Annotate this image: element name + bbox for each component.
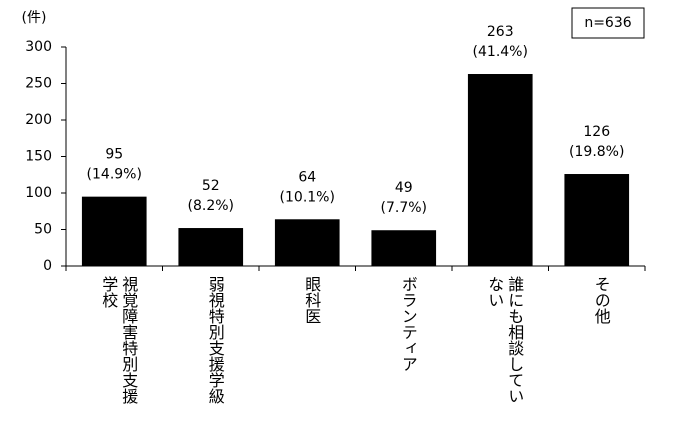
value-label: 95 [105,147,123,163]
percent-label: (14.9%) [87,167,142,183]
x-tick-label: 弱視特別支援学級 [205,276,225,404]
value-label: 64 [298,169,316,185]
percent-label: (8.2%) [188,198,235,214]
bar [371,230,437,266]
y-tick-label: 300 [25,39,52,55]
y-tick-label: 250 [25,76,52,92]
value-label: 263 [487,24,514,40]
y-axis-label: (件) [22,10,47,26]
value-label: 49 [395,180,413,196]
x-tick-label: ボランティア [398,276,418,372]
y-tick-label: 100 [25,185,52,201]
y-tick-label: 0 [43,258,52,274]
bar [274,219,340,266]
x-tick-label: 誰にも相談していない [485,276,525,404]
y-tick-label: 150 [25,149,52,165]
x-tick-label: 眼科医 [302,276,322,324]
x-tick-label: その他 [591,276,611,324]
value-label: 126 [583,124,610,140]
bar [178,228,244,266]
x-tick-label: 視覚障害特別支援学校 [99,276,139,404]
bar [467,74,533,266]
y-tick-label: 200 [25,112,52,128]
y-tick-label: 50 [34,222,52,238]
percent-label: (7.7%) [381,200,428,216]
bar [564,174,630,266]
percent-label: (10.1%) [280,189,335,205]
note: n=636 [584,15,631,31]
value-label: 52 [202,178,220,194]
percent-label: (19.8%) [569,144,624,160]
percent-label: (41.4%) [473,44,528,60]
note-box [571,7,645,39]
bar [81,196,147,266]
